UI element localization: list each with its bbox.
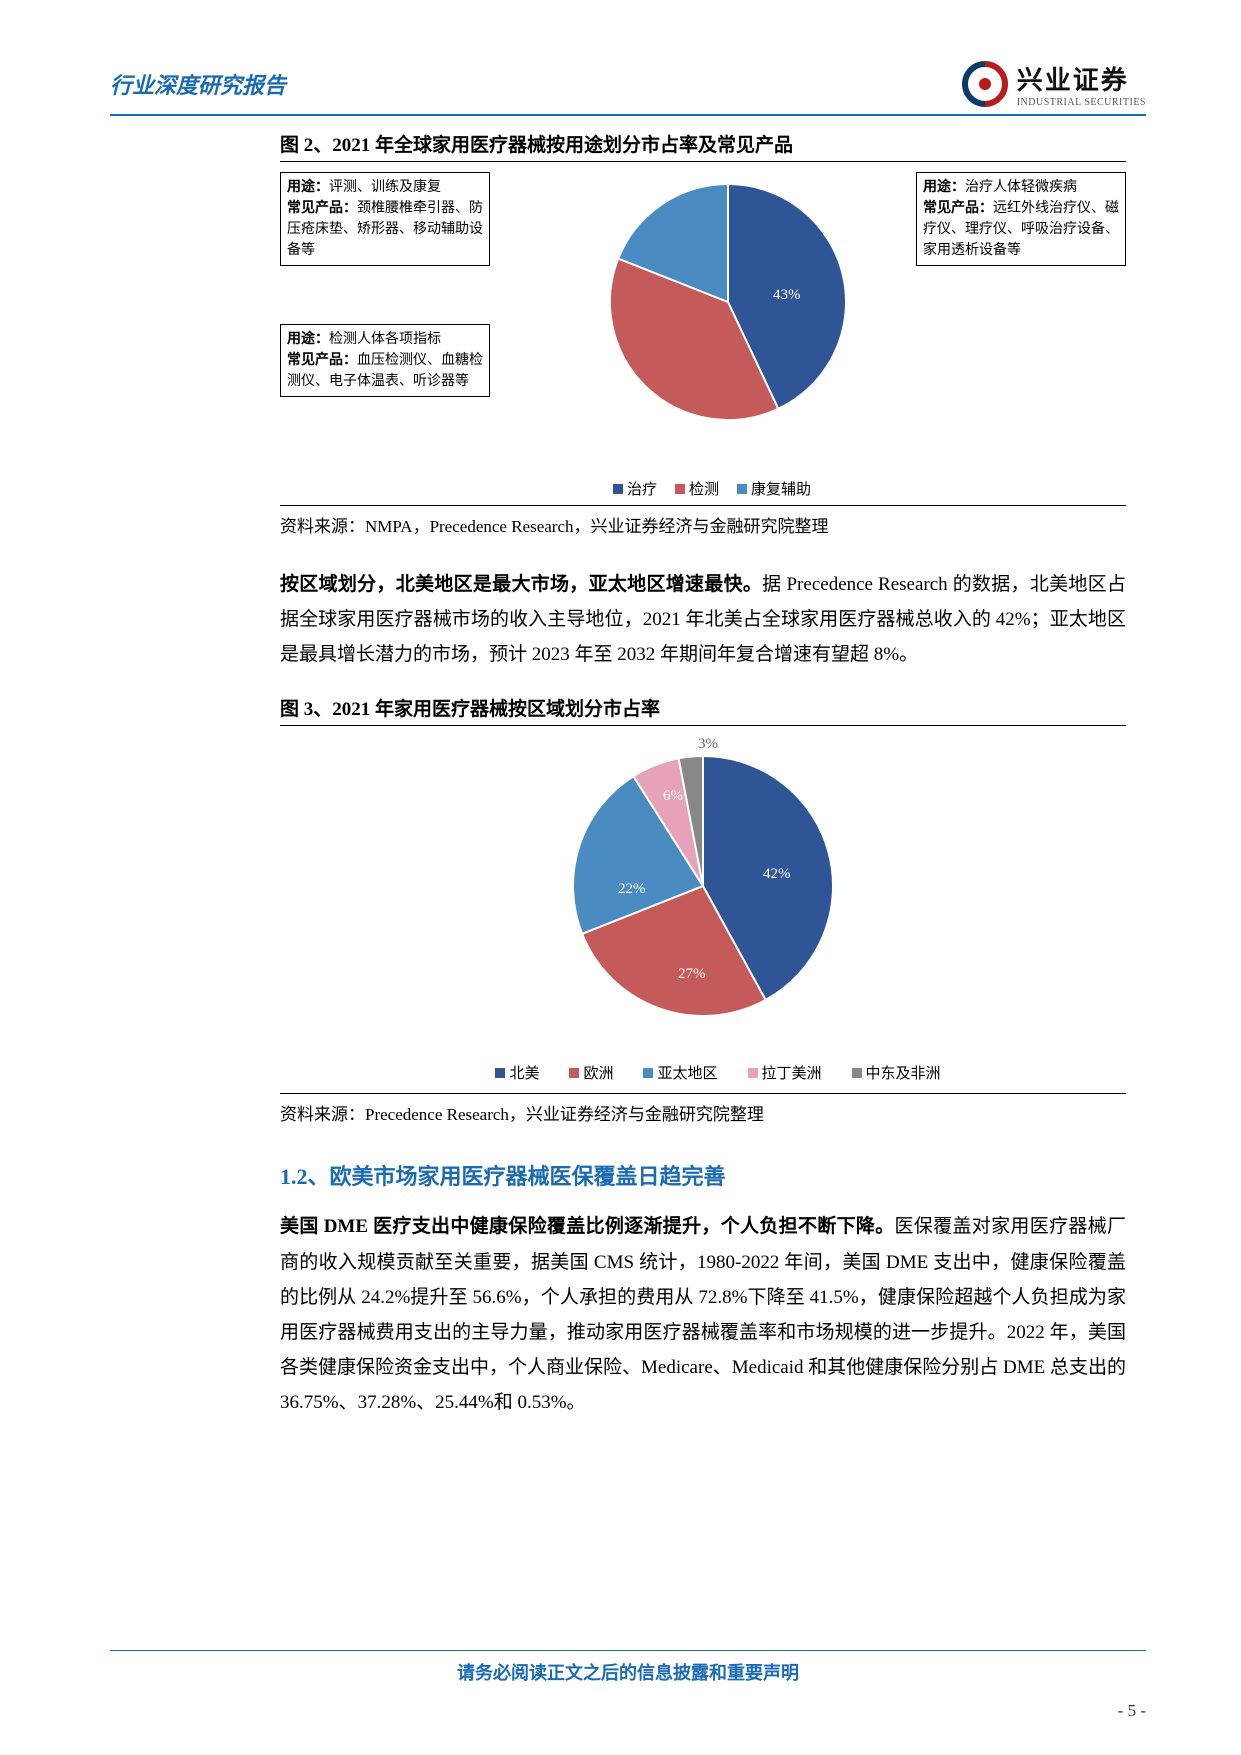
legend-label: 亚太地区 [657, 1066, 717, 1082]
page-footer: 请务必阅读正文之后的信息披露和重要声明 [110, 1650, 1146, 1685]
legend-label: 拉丁美洲 [762, 1066, 822, 1082]
paragraph-region: 按区域划分，北美地区是最大市场，亚太地区增速最快。据 Precedence Re… [280, 567, 1126, 672]
paragraph-dme: 美国 DME 医疗支出中健康保险覆盖比例逐渐提升，个人负担不断下降。医保覆盖对家… [280, 1209, 1126, 1420]
pie-slice-label: 43% [773, 287, 801, 304]
fig2-source: 资料来源：NMPA，Precedence Research，兴业证券经济与金融研… [280, 505, 1126, 537]
legend-label: 中东及非洲 [866, 1066, 941, 1082]
section-1-2-heading: 1.2、欧美市场家用医疗器械医保覆盖日趋完善 [280, 1159, 1126, 1191]
legend-swatch [737, 484, 747, 494]
legend-label: 欧洲 [583, 1066, 613, 1082]
fig3-legend: 北美 欧洲 亚太地区 拉丁美洲 中东及非洲 [280, 1062, 1126, 1083]
legend-swatch [569, 1068, 579, 1078]
pie-slice-label: 3% [698, 736, 718, 753]
fig2-chart: 用途：评测、训练及康复常见产品：颈椎腰椎牵引器、防压疮床垫、矫形器、移动辅助设备… [280, 172, 1126, 472]
legend-swatch [852, 1068, 862, 1078]
callout-box: 用途：检测人体各项指标常见产品：血压检测仪、血糖检测仪、电子体温表、听诊器等 [280, 324, 490, 397]
fig3-source: 资料来源：Precedence Research，兴业证券经济与金融研究院整理 [280, 1093, 1126, 1125]
legend-swatch [613, 484, 623, 494]
report-category: 行业深度研究报告 [110, 68, 286, 100]
fig2-legend: 治疗 检测 康复辅助 [280, 478, 1126, 499]
legend-label: 北美 [509, 1066, 539, 1082]
pie-slice-label: 6% [663, 788, 683, 805]
pie-slice-label: 22% [618, 881, 646, 898]
pie-slice-label: 27% [678, 966, 706, 983]
logo-text-en: INDUSTRIAL SECURITIES [1017, 97, 1146, 108]
page-header: 行业深度研究报告 兴业证券 INDUSTRIAL SECURITIES [110, 60, 1146, 116]
callout-box: 用途：评测、训练及康复常见产品：颈椎腰椎牵引器、防压疮床垫、矫形器、移动辅助设备… [280, 172, 490, 266]
legend-swatch [495, 1068, 505, 1078]
legend-label: 治疗 [627, 482, 657, 498]
logo-text-cn: 兴业证券 [1017, 60, 1146, 97]
legend-swatch [675, 484, 685, 494]
legend-swatch [748, 1068, 758, 1078]
legend-label: 检测 [689, 482, 719, 498]
fig3-title: 图 3、2021 年家用医疗器械按区域划分市占率 [280, 694, 1126, 726]
page-number: - 5 - [1118, 1701, 1146, 1721]
legend-label: 康复辅助 [751, 482, 811, 498]
fig2-title: 图 2、2021 年全球家用医疗器械按用途划分市占率及常见产品 [280, 130, 1126, 162]
footer-disclaimer: 请务必阅读正文之后的信息披露和重要声明 [110, 1650, 1146, 1685]
callout-box: 用途：治疗人体轻微疾病常见产品：远红外线治疗仪、磁疗仪、理疗仪、呼吸治疗设备、家… [916, 172, 1126, 266]
fig3-chart: 42% 27% 22% 6% 3% [280, 736, 1126, 1056]
company-logo: 兴业证券 INDUSTRIAL SECURITIES [961, 60, 1146, 108]
legend-swatch [643, 1068, 653, 1078]
logo-icon [961, 60, 1009, 108]
pie-slice-label: 42% [763, 866, 791, 883]
